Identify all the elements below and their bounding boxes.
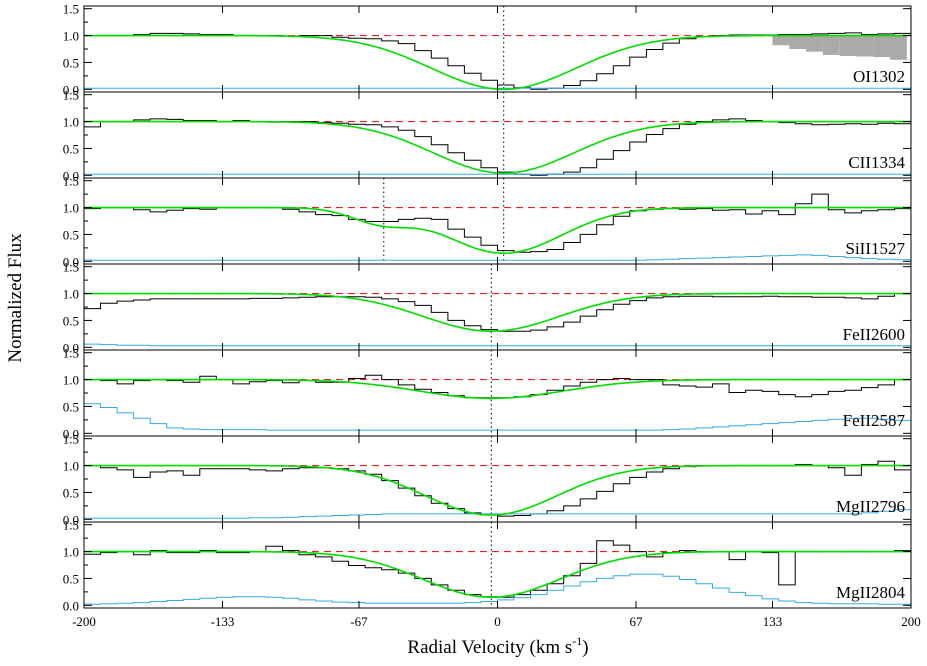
model-fit-line xyxy=(84,550,911,598)
panel-frame xyxy=(83,435,912,523)
y-tick-label: 1.0 xyxy=(63,459,79,474)
model-fit-line xyxy=(84,120,911,175)
panel-label: SiII1527 xyxy=(846,239,906,258)
flux-histogram xyxy=(84,540,911,598)
x-tick-label: 0 xyxy=(494,614,501,629)
masked-region-bar xyxy=(772,35,790,46)
y-tick-label: 0.0 xyxy=(63,598,79,613)
x-tick-label: -133 xyxy=(211,614,235,629)
x-tick-label: 200 xyxy=(901,614,921,629)
y-tick-label: 1.5 xyxy=(63,432,79,447)
y-tick-label: 1.0 xyxy=(63,115,79,130)
panel-label: CII1334 xyxy=(848,153,905,172)
masked-region-bar xyxy=(839,35,857,56)
model-fit-line xyxy=(84,206,911,254)
panel-mgii2804: 0.0 0.5 1.0 1.5 MgII2804 xyxy=(63,518,912,613)
panel-cii1334: 0.0 0.5 1.0 1.5 CII1334 xyxy=(63,88,912,183)
y-tick-label: 1.5 xyxy=(63,88,79,103)
y-tick-label: 0.0 xyxy=(63,168,79,183)
y-tick-label: 1.0 xyxy=(63,201,79,216)
error-histogram xyxy=(84,509,911,519)
y-tick-label: 1.5 xyxy=(63,174,79,189)
x-tick-label: 67 xyxy=(630,614,644,629)
flux-histogram xyxy=(84,460,911,517)
x-tick-label: 133 xyxy=(763,614,783,629)
panel-label: OI1302 xyxy=(853,67,905,86)
model-fit-line xyxy=(84,378,911,400)
masked-region-bar xyxy=(873,35,891,58)
flux-histogram xyxy=(84,374,911,399)
y-tick-label: 1.0 xyxy=(63,545,79,560)
flux-histogram xyxy=(84,118,911,176)
y-tick-label: 0.5 xyxy=(63,55,79,70)
panel-label: FeII2587 xyxy=(843,411,906,430)
y-tick-label: 1.0 xyxy=(63,287,79,302)
y-tick-label: 0.0 xyxy=(63,254,79,269)
y-tick-label: 0.5 xyxy=(63,399,79,414)
flux-histogram xyxy=(84,193,911,253)
y-axis-title: Normalized Flux xyxy=(5,233,26,363)
x-tick-label: -67 xyxy=(350,614,368,629)
x-axis-title-end: ) xyxy=(582,637,588,658)
panel-siii1527: 0.0 0.5 1.0 1.5 SiII1527 xyxy=(63,174,912,269)
x-axis-title-superscript: -1 xyxy=(572,634,582,648)
y-tick-label: 1.5 xyxy=(63,2,79,17)
y-tick-label: 0.5 xyxy=(63,227,79,242)
panel-feii2600: 0.0 0.5 1.0 1.5 FeII2600 xyxy=(63,260,912,355)
masked-region-bar xyxy=(822,35,840,55)
panel-feii2587: 0.0 0.5 1.0 1.5 FeII2587 xyxy=(63,346,912,441)
masked-region-bar xyxy=(856,35,874,57)
masked-region-bar xyxy=(890,35,907,60)
panel-label: FeII2600 xyxy=(843,325,905,344)
panel-label: MgII2796 xyxy=(836,497,905,516)
panel-frame xyxy=(83,263,912,351)
panel-frame xyxy=(83,5,912,93)
error-histogram xyxy=(84,343,911,347)
y-tick-label: 1.5 xyxy=(63,346,79,361)
panels-group: 0.00.51.01.5OI13020.00.51.01.5CII13340.0… xyxy=(63,2,912,613)
error-histogram xyxy=(84,403,911,431)
error-histogram xyxy=(84,573,911,605)
x-axis: -200 -133 -67 0 67 133 200 xyxy=(72,614,921,629)
panel-frame xyxy=(83,521,912,609)
panel-mgii2796: 0.0 0.5 1.0 1.5 MgII2796 xyxy=(63,432,912,527)
masked-region-bar xyxy=(806,35,823,52)
panel-frame xyxy=(83,91,912,179)
panel-label: MgII2804 xyxy=(836,583,905,602)
panel-oi1302: 0.0 0.5 1.0 1.5 OI1302 xyxy=(63,2,912,97)
y-tick-label: 1.0 xyxy=(63,373,79,388)
y-tick-label: 0.5 xyxy=(63,571,79,586)
y-tick-label: 0.5 xyxy=(63,313,79,328)
x-tick-label: -200 xyxy=(72,614,96,629)
y-tick-label: 0.0 xyxy=(63,82,79,97)
flux-histogram xyxy=(84,293,911,332)
y-tick-label: 0.0 xyxy=(63,340,79,355)
model-fit-line xyxy=(84,464,911,516)
y-tick-label: 0.0 xyxy=(63,426,79,441)
masked-region-bar xyxy=(789,35,807,49)
y-tick-label: 1.5 xyxy=(63,260,79,275)
y-tick-label: 0.0 xyxy=(63,512,79,527)
y-tick-label: 1.5 xyxy=(63,518,79,533)
y-tick-label: 0.5 xyxy=(63,485,79,500)
x-axis-title: Radial Velocity (km s-1) xyxy=(407,634,588,658)
model-fit-line xyxy=(84,292,911,332)
error-histogram xyxy=(84,254,911,261)
y-tick-label: 1.0 xyxy=(63,29,79,44)
y-tick-label: 0.5 xyxy=(63,141,79,156)
